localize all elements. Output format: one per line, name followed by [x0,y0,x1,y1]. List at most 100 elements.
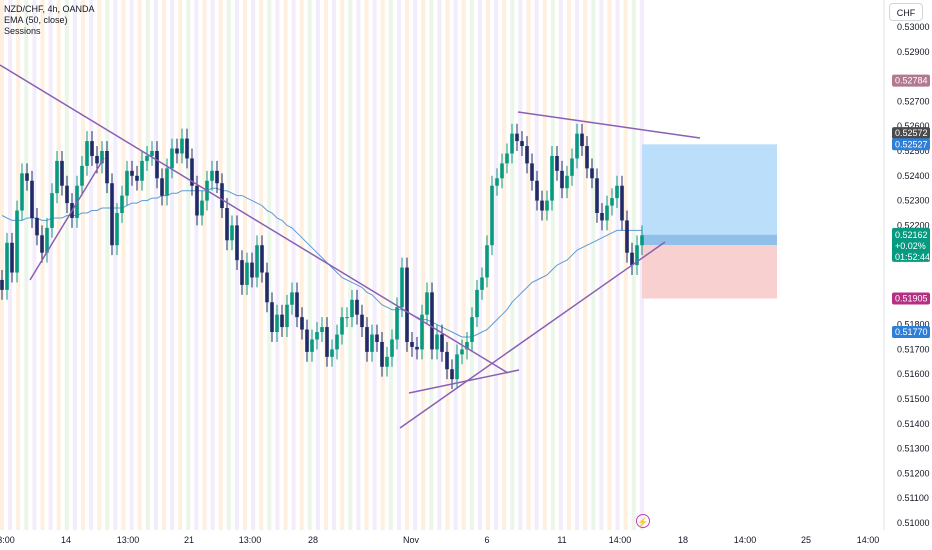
candle-body [430,292,434,350]
session-stripe [510,0,515,530]
session-stripe [615,0,620,530]
price-badge-label: 0.52527 [895,139,928,149]
trend-line [29,157,105,281]
price-badge-label: 0.51770 [895,327,928,337]
candle-body [400,267,404,308]
session-stripe [380,0,385,530]
session-stripe [550,0,555,530]
candle-body [545,200,549,211]
session-stripe [639,0,644,530]
price-badge [892,138,930,151]
candle-body [295,292,299,318]
session-stripe [24,0,29,530]
candle-body [410,341,414,347]
candle-body [490,185,494,246]
session-stripe [105,0,110,530]
candle-body [45,227,49,253]
candle-body [245,262,249,285]
candle-body [30,180,34,218]
session-stripe [194,0,199,530]
price-badge [892,292,930,305]
candle-body [315,332,319,340]
session-stripe [599,0,604,530]
x-tick-label: 18 [678,535,688,545]
session-stripe [421,0,426,530]
session-stripe [558,0,563,530]
candle-body [285,304,289,328]
y-tick-label: 0.52400 [897,171,930,181]
candle-body [565,175,569,189]
candle-body [350,299,354,318]
y-tick-label: 0.53000 [897,22,930,32]
candle-body [15,210,19,273]
candle-body [0,279,4,290]
session-stripe [243,0,247,530]
candle-body [630,252,634,266]
candle-body [435,334,439,350]
session-stripe [97,0,102,530]
session-stripe [267,0,272,530]
candle-body [165,168,169,196]
price-badge-label: 0.52572 [895,128,928,138]
candle-body [475,289,479,318]
candle-body [335,334,339,350]
candle-body [330,349,334,357]
lightning-icon[interactable]: ⚡ [636,514,650,528]
candle-body [125,170,129,196]
candle-body [250,262,254,278]
candle-body [85,141,89,166]
session-stripe [275,0,280,530]
session-stripe [162,0,166,530]
candle-body [380,341,384,367]
price-badge [892,127,930,140]
candle-body [145,155,149,161]
trend-line [517,111,701,139]
stop-zone [642,244,777,299]
currency-button[interactable]: CHF [889,3,923,21]
session-stripe [178,0,183,530]
candle-body [130,170,134,176]
y-tick-label: 0.51100 [897,493,929,503]
candle-body [540,200,544,211]
candle-body [615,185,619,199]
price-badge [892,326,930,339]
session-stripe [348,0,353,530]
candle-body [445,351,449,370]
candle-body [375,334,379,342]
x-tick-label: 14:00 [609,535,632,545]
x-tick-label: 28 [308,535,318,545]
entry-band [642,234,777,245]
candle-body [345,317,349,319]
session-stripe [340,0,345,530]
session-stripe [56,0,61,530]
candle-body [605,205,609,221]
candle-body [190,158,194,186]
session-stripe [526,0,531,530]
trend-line [0,64,509,374]
session-stripe [429,0,434,530]
y-tick-label: 0.51400 [897,419,930,429]
candle-body [120,195,124,213]
candle-body [465,341,469,350]
candle-body [590,168,594,179]
y-tick-label: 0.51500 [897,394,930,404]
candle-body [275,314,279,333]
y-tick-label: 0.52300 [897,196,930,206]
session-stripe [583,0,588,530]
session-stripe [567,0,571,530]
legend-symbol: NZD/CHF, 4h, OANDA [4,4,95,14]
candle-body [255,245,259,278]
x-tick-label: 13:00 [239,535,262,545]
candle-body [325,327,329,357]
session-stripe [324,0,328,530]
candle-body [555,155,559,171]
candle-body [230,225,234,241]
y-tick-label: 0.51700 [897,344,930,354]
candle-body [575,133,579,159]
candle-body [155,151,159,179]
x-tick-label: 14:00 [857,535,880,545]
session-stripe [453,0,458,530]
candle-body [160,178,164,196]
session-stripe [283,0,288,530]
